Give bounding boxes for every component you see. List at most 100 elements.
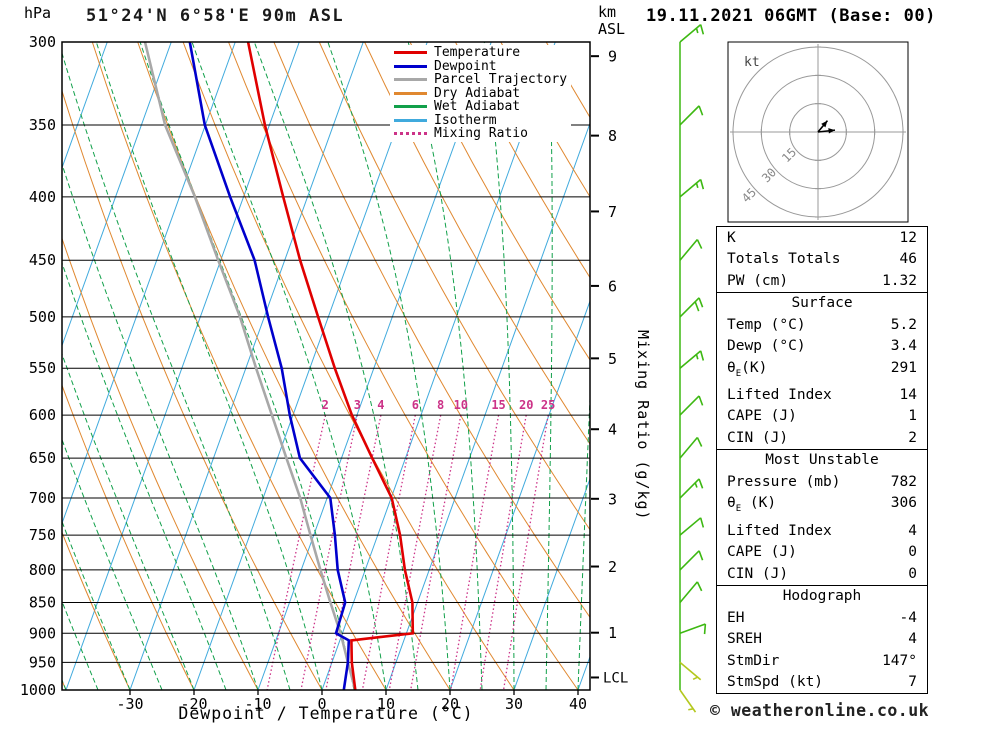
station-title: 51°24'N 6°58'E 90m ASL [86,6,345,26]
wind-barb [679,517,705,536]
legend-label: Parcel Trajectory [434,72,568,88]
lcl-label: LCL [603,670,628,686]
stat-row: θE (K) 306 [717,493,927,520]
svg-text:-10: -10 [244,695,271,713]
stat-row: CAPE (J) 0 [717,542,927,564]
stat-label: θE(K) [727,359,768,379]
svg-text:2: 2 [608,558,617,576]
altitude-axis-unit: km ASL [598,4,625,38]
stat-row: StmSpd (kt) 7 [717,672,927,694]
stat-row: StmDir 147° [717,650,927,672]
stat-label: CIN (J) [727,565,789,582]
legend-label: Dewpoint [434,58,497,74]
stat-value: 147° [882,652,917,669]
stat-row: θE(K) 291 [717,357,927,384]
isotherm-lines [62,42,590,690]
svg-text:450: 450 [29,251,56,269]
stat-value: 0 [908,565,917,582]
wind-barb [679,239,703,261]
svg-text:950: 950 [29,653,56,671]
svg-text:6: 6 [608,277,617,295]
stat-label: Dewp (°C) [727,338,806,354]
stat-row: CIN (J) 2 [717,427,927,449]
svg-text:800: 800 [29,561,56,579]
dewpoint-line [188,42,351,690]
legend-swatch-solid [394,51,427,55]
svg-text:1: 1 [608,624,617,642]
svg-text:700: 700 [29,489,56,507]
legend-item: Parcel Trajectory [394,72,568,88]
svg-text:15: 15 [491,398,505,412]
legend-swatch-solid [394,78,427,82]
panel-section-title: Surface [791,295,853,311]
legend-swatch-dotted [394,132,427,136]
stat-label: Pressure (mb) [727,473,841,490]
svg-text:750: 750 [29,526,56,544]
svg-text:20: 20 [519,398,533,412]
legend-swatch-solid [394,64,427,68]
stat-row: SREH 4 [717,629,927,651]
temperature-line [246,42,415,690]
stat-label: EH [727,609,745,626]
stat-value: 7 [908,674,917,691]
svg-text:300: 300 [29,33,56,51]
svg-text:3: 3 [608,490,617,508]
plot-border [61,41,591,691]
stat-label: PW (cm) [727,272,789,289]
stat-label: Lifted Index [727,386,832,403]
temperature-tick-labels: -30 -20 -10 0 10 20 30 40 [116,690,587,713]
wind-barb [679,550,704,571]
stat-row: Lifted Index 14 [717,384,927,406]
svg-text:25: 25 [541,398,555,412]
stat-value: 4 [908,522,917,539]
svg-text:550: 550 [29,359,56,377]
stat-value: 2 [908,429,917,446]
svg-text:8: 8 [437,398,444,412]
svg-text:900: 900 [29,624,56,642]
altitude-tick-labels: 1 2 3 4 5 6 7 8 9 [591,48,617,642]
stat-row: CAPE (J) 1 [717,406,927,428]
stat-row: CIN (J) 0 [717,563,927,585]
stat-label: Totals Totals [727,251,841,267]
wind-barb [679,689,697,713]
stat-value: 5.2 [890,316,917,333]
stat-label: θE (K) [727,495,777,515]
svg-text:9: 9 [608,48,617,66]
wind-barb-column [679,24,707,713]
svg-text:4: 4 [608,421,617,439]
legend-item: Isotherm [394,112,567,128]
svg-text:20: 20 [441,695,459,713]
svg-text:5: 5 [608,350,617,368]
svg-text:3: 3 [354,398,361,412]
svg-text:10: 10 [454,398,468,412]
stat-value: 1 [908,408,917,425]
wind-barb [679,436,703,459]
wind-barb [679,478,704,499]
legend-label: Isotherm [434,112,497,128]
svg-text:850: 850 [29,594,56,612]
stat-value: 3.4 [890,338,917,354]
svg-text:8: 8 [608,127,617,145]
legend-swatch-solid [394,91,427,95]
panel-section-title: Most Unstable [765,452,879,469]
svg-text:500: 500 [29,308,56,326]
stat-value: 0 [908,544,917,561]
wind-barb [679,105,704,126]
svg-text:2: 2 [322,398,329,412]
panel-section: K 12 Totals Totals 46 PW (cm) 1.32 [716,226,928,293]
stat-value: 782 [890,473,917,490]
svg-text:350: 350 [29,116,56,134]
temperature-axis-label: Dewpoint / Temperature (°C) [178,704,474,723]
stat-value: 306 [890,495,917,512]
panel-section-hodograph: Hodograph EH -4 SREH 4 StmDir 147° StmSpd (kt) 7 [716,584,928,695]
svg-text:-30: -30 [116,695,143,713]
pressure-axis-unit: hPa [24,4,52,22]
stat-value: -4 [899,609,917,626]
legend-item: Dry Adiabat [394,86,567,101]
stat-row: K 12 [717,227,927,249]
wind-barb [679,350,705,369]
stat-label: CAPE (J) [727,544,797,561]
stat-label: K [727,229,736,246]
legend-item: Mixing Ratio [394,126,567,141]
